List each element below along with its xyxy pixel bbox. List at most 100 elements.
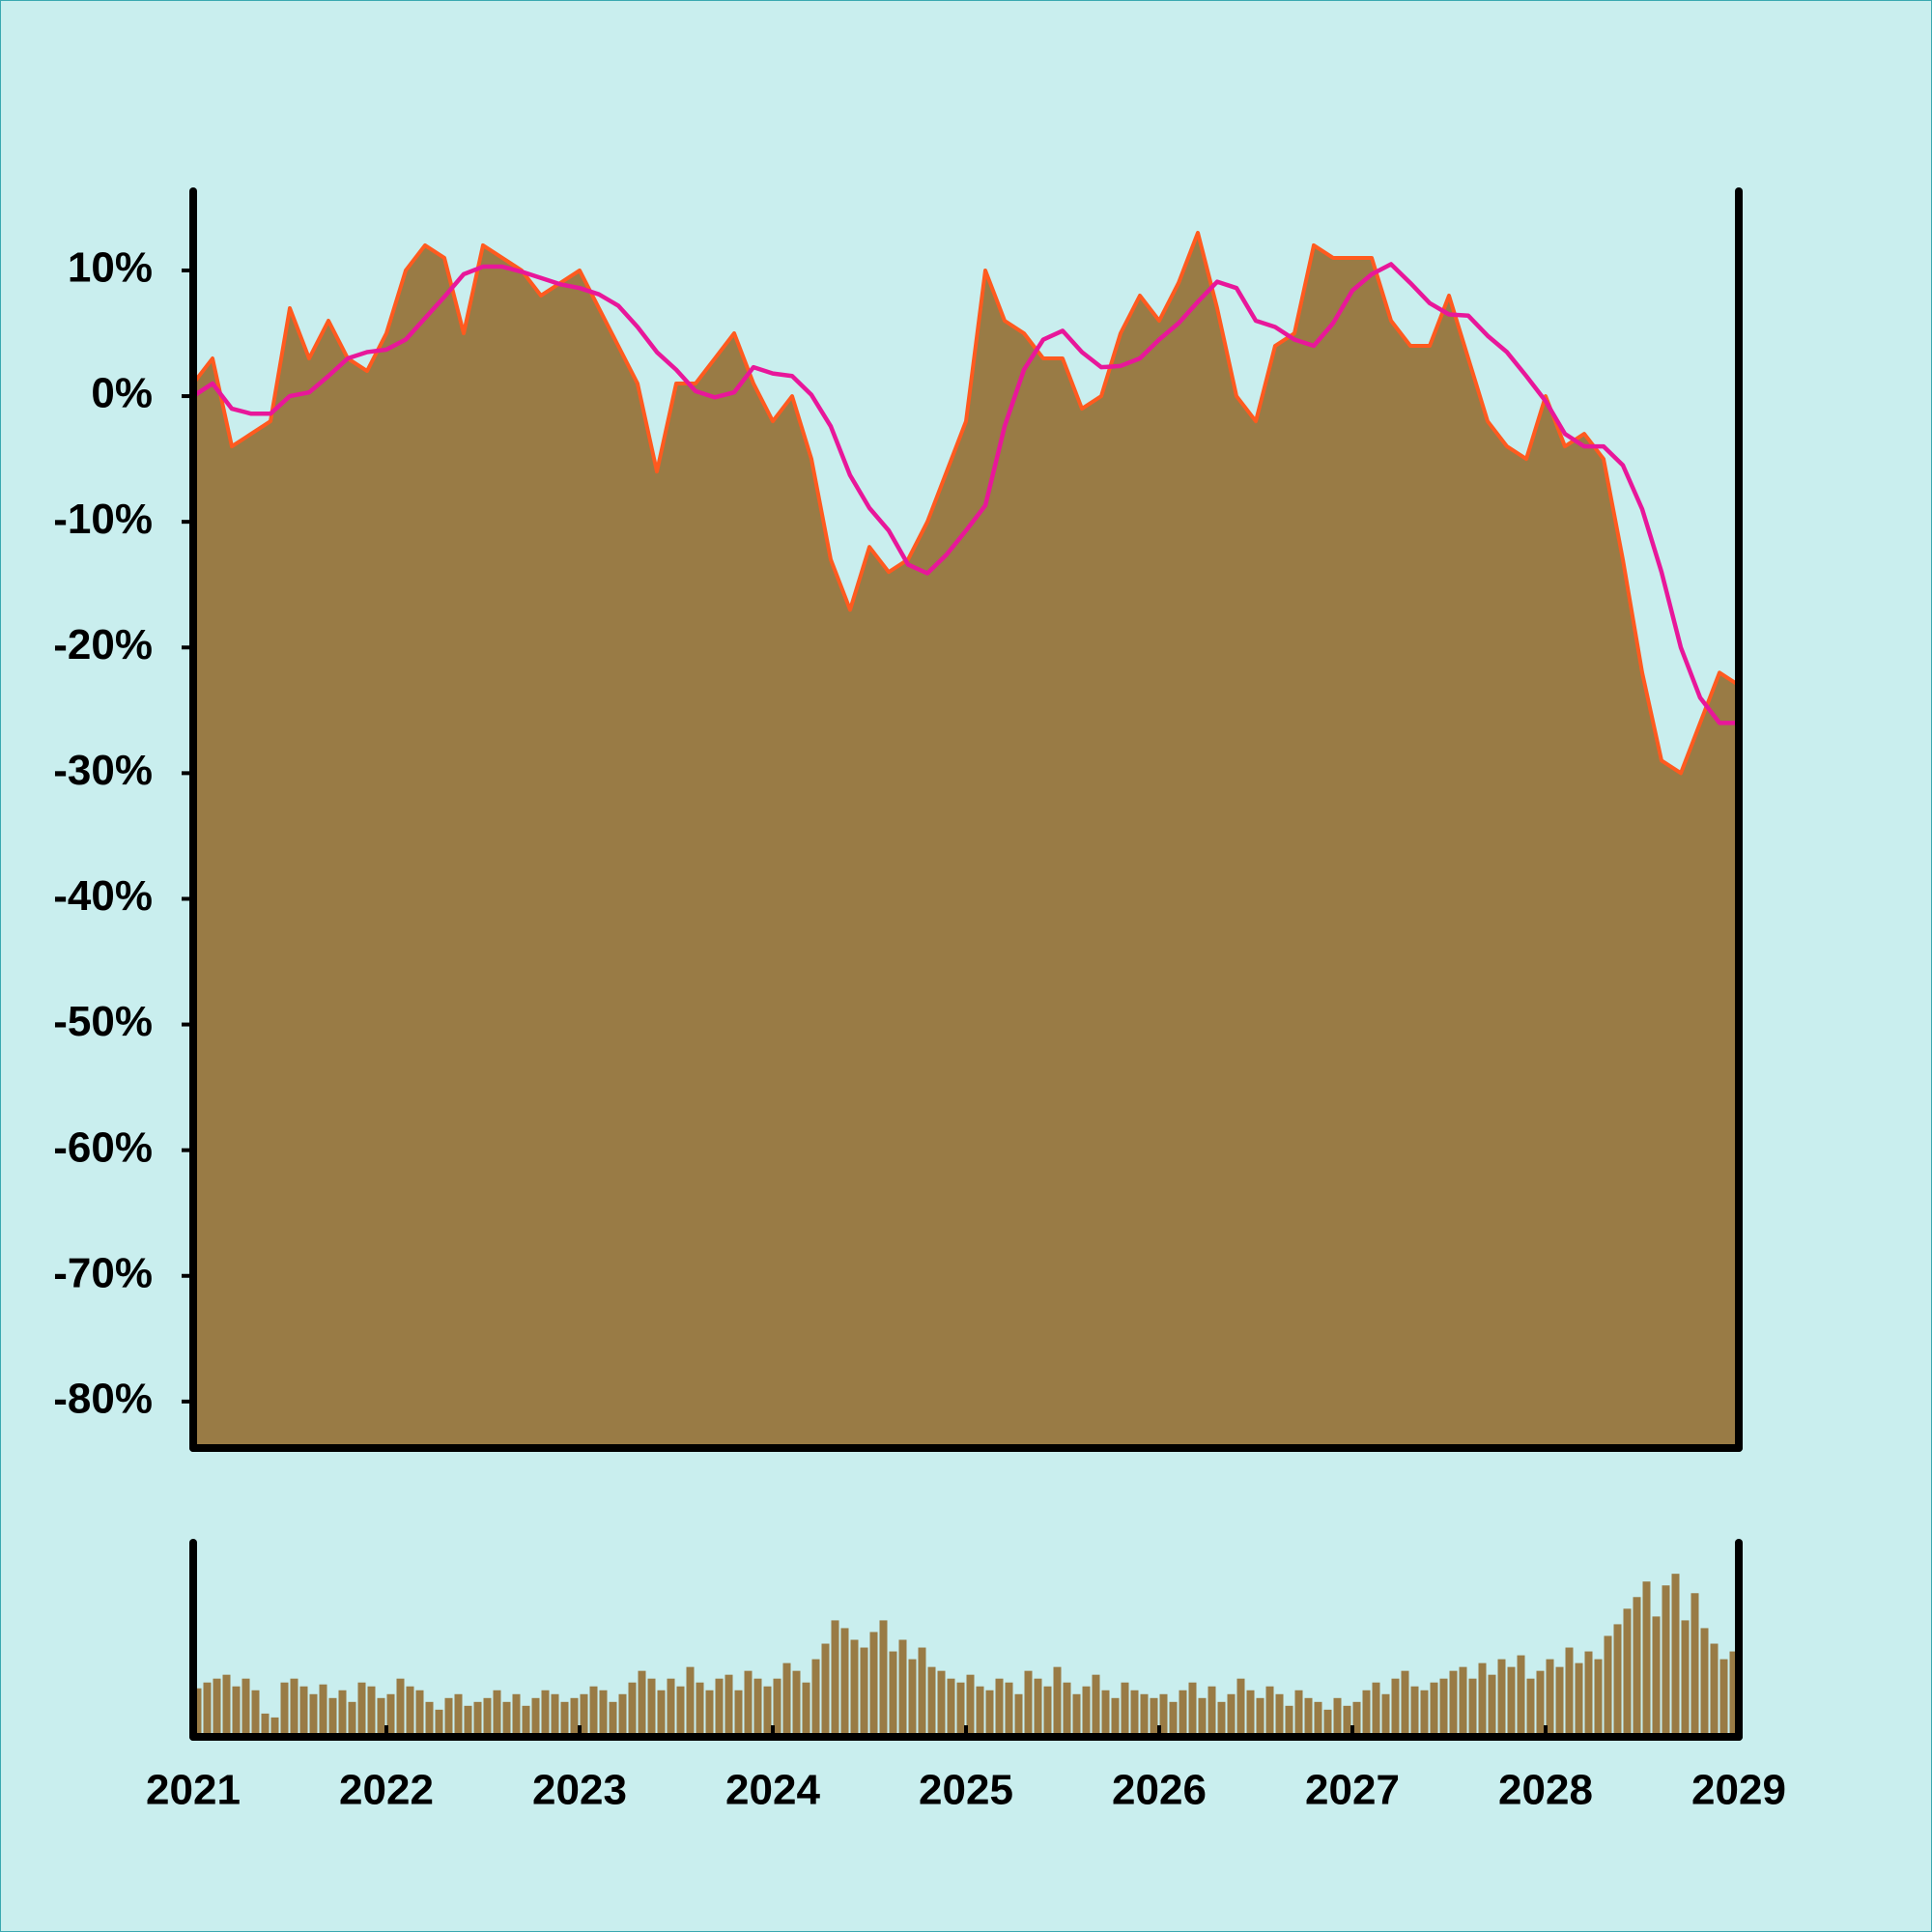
volume-bar	[937, 1670, 946, 1737]
volume-bar	[753, 1678, 762, 1737]
volume-bar	[860, 1647, 868, 1737]
volume-bar	[1488, 1674, 1496, 1737]
volume-bar	[1294, 1690, 1303, 1737]
volume-bar	[1024, 1670, 1033, 1737]
volume-bar	[1034, 1678, 1042, 1737]
volume-bar	[976, 1686, 984, 1737]
volume-bar	[406, 1686, 414, 1737]
volume-bar	[242, 1678, 250, 1737]
volume-bar	[261, 1713, 270, 1737]
volume-bar	[1304, 1697, 1313, 1737]
volume-bar	[531, 1697, 540, 1737]
volume-bar	[1111, 1697, 1120, 1737]
y-tick-label: -70%	[53, 1249, 153, 1296]
volume-bar	[193, 1688, 202, 1737]
x-tick-label: 2022	[339, 1767, 434, 1814]
volume-bar	[1439, 1678, 1448, 1737]
volume-bar	[1594, 1659, 1603, 1737]
volume-bar	[1633, 1597, 1641, 1737]
volume-bar	[319, 1684, 327, 1737]
x-tick-label: 2026	[1112, 1767, 1207, 1814]
y-tick-label: -30%	[53, 747, 153, 794]
volume-bar	[744, 1670, 753, 1737]
volume-bar	[464, 1705, 472, 1737]
y-tick-label: 10%	[68, 244, 153, 292]
volume-bar	[1285, 1705, 1293, 1737]
volume-bar	[1005, 1682, 1013, 1737]
price-panel: -80% -70% -60% -50% -40% -30% -20% -10% 0% 10%	[53, 187, 1743, 1452]
y-tick-label: -20%	[53, 621, 153, 668]
volume-bar	[840, 1628, 849, 1737]
volume-bar	[1497, 1659, 1506, 1737]
volume-bar	[522, 1705, 530, 1737]
volume-bar	[676, 1686, 685, 1737]
volume-bar	[1372, 1682, 1380, 1737]
volume-bar	[1575, 1662, 1583, 1737]
volume-bar	[811, 1659, 820, 1737]
volume-bar	[792, 1670, 801, 1737]
volume-panel: 2021 2022 2023 2024 2025 2026 2027 2028 2029	[146, 1539, 1786, 1814]
volume-bar	[1236, 1678, 1245, 1737]
y-tick-label: -80%	[53, 1375, 153, 1422]
volume-bar	[425, 1701, 434, 1737]
volume-bar	[927, 1666, 936, 1737]
volume-bar	[1623, 1608, 1632, 1737]
volume-bar	[551, 1693, 559, 1737]
volume-bar	[1140, 1693, 1149, 1737]
volume-bar	[1652, 1616, 1661, 1737]
volume-bar	[1159, 1693, 1168, 1737]
volume-bar	[908, 1659, 917, 1737]
volume-bar	[773, 1678, 781, 1737]
volume-bar	[377, 1697, 385, 1737]
volume-bar	[667, 1678, 675, 1737]
volume-bar	[647, 1678, 656, 1737]
volume-bar	[1690, 1593, 1699, 1737]
volume-bar	[879, 1620, 888, 1737]
x-tick-label: 2027	[1305, 1767, 1400, 1814]
volume-bar	[512, 1693, 521, 1737]
volume-bar	[232, 1686, 241, 1737]
volume-bar	[299, 1686, 308, 1737]
volume-bar	[1613, 1624, 1622, 1737]
volume-bar	[599, 1690, 608, 1737]
volume-bar	[850, 1639, 859, 1737]
volume-bar	[734, 1690, 743, 1737]
x-tick-label: 2021	[146, 1767, 241, 1814]
volume-bar	[1430, 1682, 1438, 1737]
volume-bar	[1314, 1701, 1322, 1737]
y-tick-label: -60%	[53, 1123, 153, 1171]
volume-bar	[560, 1701, 569, 1737]
volume-bar	[386, 1693, 395, 1737]
volume-bar	[270, 1717, 279, 1737]
volume-bar	[454, 1693, 463, 1737]
volume-bar	[1536, 1670, 1545, 1737]
volume-bar	[280, 1682, 289, 1737]
volume-bar	[222, 1674, 231, 1737]
volume-bar	[1381, 1693, 1390, 1737]
volume-bar	[1478, 1662, 1487, 1737]
volume-bar	[1710, 1643, 1719, 1737]
volume-bar	[628, 1682, 637, 1737]
volume-bar	[1343, 1705, 1351, 1737]
volume-bar	[1671, 1574, 1680, 1737]
volume-bar	[357, 1682, 366, 1737]
volume-bar	[396, 1678, 405, 1737]
volume-bar	[869, 1632, 878, 1737]
volume-bar	[309, 1693, 318, 1737]
x-tick-label: 2028	[1498, 1767, 1593, 1814]
volume-bar	[782, 1662, 791, 1737]
volume-bar	[1604, 1635, 1612, 1737]
volume-bar	[1507, 1666, 1516, 1737]
volume-bar	[1198, 1697, 1207, 1737]
volume-bar	[918, 1647, 926, 1737]
volume-bar	[1208, 1686, 1216, 1737]
volume-bar	[1188, 1682, 1197, 1737]
volume-bar	[328, 1697, 337, 1737]
x-tick-label: 2023	[532, 1767, 627, 1814]
volume-bar	[956, 1682, 965, 1737]
volume-bar	[1526, 1678, 1535, 1737]
volume-bar	[1391, 1678, 1400, 1737]
y-tick-label: -50%	[53, 998, 153, 1045]
